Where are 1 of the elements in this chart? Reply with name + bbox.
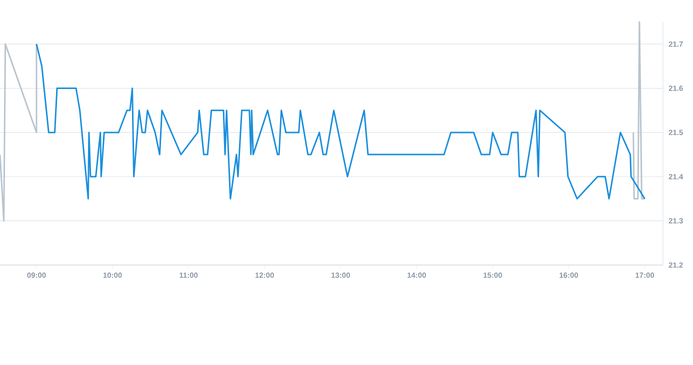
line-series bbox=[36, 43, 646, 200]
